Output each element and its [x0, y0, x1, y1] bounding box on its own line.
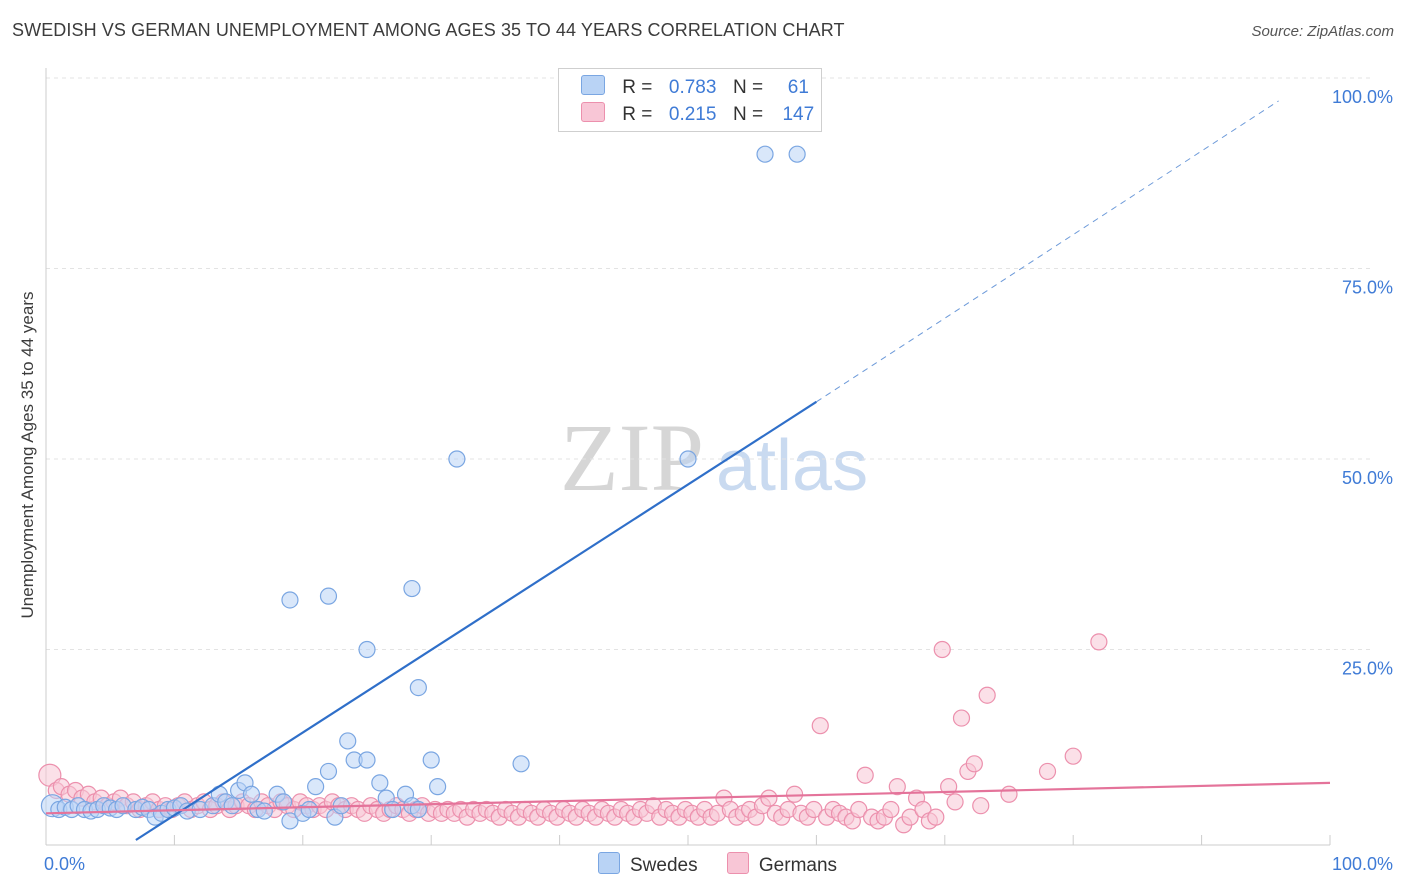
- swede-point: [255, 802, 273, 820]
- x-tick-label: 0.0%: [44, 854, 85, 874]
- watermark-atlas: atlas: [716, 426, 868, 506]
- german-point: [785, 785, 804, 803]
- germans-trend-line: [45, 781, 1331, 815]
- swede-point: [223, 797, 241, 815]
- germans-legend-label: Germans: [758, 855, 838, 876]
- chart-title: SWEDISH VS GERMAN UNEMPLOYMENT AMONG AGE…: [12, 20, 845, 40]
- swede-point: [358, 640, 376, 659]
- german-point: [850, 800, 868, 819]
- swede-point: [281, 591, 299, 609]
- swede-point: [756, 145, 774, 163]
- germans-swatch: [581, 102, 605, 122]
- swede-point: [371, 774, 389, 792]
- german-point: [978, 686, 996, 704]
- german-point: [952, 709, 971, 727]
- swedes-r-value: 0.783: [668, 77, 717, 98]
- swede-point: [409, 678, 427, 697]
- swedes-n-label: N =: [732, 77, 764, 98]
- germans-n-label: N =: [732, 104, 764, 125]
- german-point: [927, 808, 945, 826]
- y-tick-label: 75.0%: [1342, 278, 1393, 298]
- germans-legend-swatch: [726, 852, 749, 874]
- swede-point: [448, 450, 466, 468]
- german-point: [972, 797, 990, 815]
- swede-point: [512, 755, 530, 773]
- germans-r-value: 0.215: [668, 104, 717, 125]
- swede-point: [403, 579, 421, 598]
- german-point: [901, 808, 919, 826]
- german-point: [811, 717, 829, 735]
- x-tick-label: 100.0%: [1332, 854, 1393, 874]
- swede-point: [358, 751, 376, 769]
- y-tick-label: 100.0%: [1332, 87, 1393, 107]
- y-tick-label: 50.0%: [1342, 468, 1393, 488]
- swede-point: [242, 785, 261, 803]
- german-point: [1000, 785, 1018, 803]
- german-point: [856, 766, 874, 784]
- swedes-n-value: 61: [787, 77, 809, 98]
- german-point: [946, 793, 964, 811]
- swede-point: [319, 762, 338, 781]
- swedes-trend-extension: [816, 100, 1279, 403]
- german-point: [805, 800, 823, 819]
- swede-point: [300, 800, 318, 819]
- german-point: [1090, 633, 1108, 651]
- swede-point: [429, 778, 447, 796]
- swedes-r-label: R =: [622, 77, 653, 98]
- german-point: [933, 640, 951, 659]
- legend-row-swedes: R = 0.783 N = 61: [581, 75, 828, 99]
- legend-box: R = 0.783 N = 61 R = 0.215 N = 147: [558, 68, 822, 132]
- legend-row-germans: R = 0.215 N = 147: [581, 102, 828, 126]
- swede-point: [788, 145, 806, 163]
- swede-point: [319, 587, 338, 605]
- swedes-swatch: [581, 75, 605, 95]
- swede-point: [274, 793, 293, 811]
- german-point: [940, 778, 958, 796]
- swedes-trend-line: [135, 400, 817, 841]
- germans-n-value: 147: [782, 104, 815, 125]
- y-tick-label: 25.0%: [1342, 659, 1393, 679]
- german-point: [1064, 747, 1082, 765]
- source-note: Source: ZipAtlas.com: [1251, 23, 1394, 40]
- bottom-legend-swedes[interactable]: Swedes: [598, 852, 698, 877]
- swede-point: [307, 778, 325, 796]
- german-point: [882, 800, 900, 819]
- german-point: [965, 755, 983, 773]
- germans-r-label: R =: [622, 104, 653, 125]
- bottom-legend: Swedes Germans: [598, 852, 861, 877]
- bottom-legend-germans[interactable]: Germans: [726, 852, 838, 877]
- swedes-legend-label: Swedes: [630, 855, 698, 876]
- german-point: [888, 778, 906, 796]
- german-point: [1038, 762, 1057, 781]
- swedes-legend-swatch: [598, 852, 620, 874]
- swede-point: [281, 812, 299, 830]
- swede-point: [339, 732, 357, 750]
- swede-point: [679, 450, 697, 468]
- swede-point: [422, 751, 440, 769]
- german-point: [760, 789, 778, 807]
